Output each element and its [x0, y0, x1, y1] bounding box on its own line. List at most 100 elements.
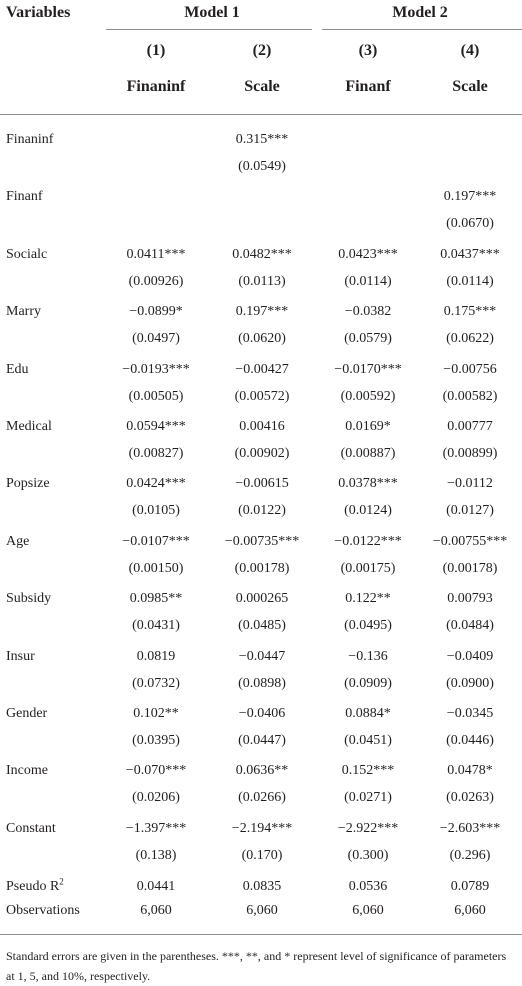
coef-cell: −0.136 — [348, 649, 388, 664]
variable-label: Income — [6, 763, 48, 778]
coef-cell: −0.00615 — [235, 476, 289, 491]
variable-label: Marry — [6, 304, 41, 319]
coef-cell: −0.00755*** — [432, 534, 508, 549]
bottom-rule — [0, 934, 522, 935]
dep-var-4: Scale — [452, 78, 488, 95]
coef-cell: −0.00427 — [235, 362, 289, 377]
se-cell: (0.0206) — [132, 790, 180, 805]
se-cell: (0.00505) — [128, 389, 184, 404]
coef-cell: −0.0112 — [447, 476, 493, 491]
se-cell: (0.0127) — [446, 503, 494, 518]
se-cell: (0.00175) — [340, 561, 396, 576]
se-cell: (0.0579) — [344, 331, 392, 346]
coef-cell: 0.315*** — [235, 132, 289, 147]
coef-cell: 0.000265 — [235, 591, 289, 606]
pseudo-r2-value: 0.0835 — [242, 879, 282, 894]
coef-cell: −0.0447 — [238, 649, 286, 664]
se-cell: (0.0431) — [132, 618, 180, 633]
coef-cell: 0.0985** — [129, 591, 183, 606]
coef-cell: 0.152*** — [341, 763, 395, 778]
col-number-4: (4) — [460, 42, 480, 59]
se-cell: (0.0263) — [446, 790, 494, 805]
se-cell: (0.00926) — [128, 274, 184, 289]
coef-cell: 0.0482*** — [232, 247, 292, 262]
se-cell: (0.0900) — [446, 676, 494, 691]
se-cell: (0.00887) — [340, 446, 396, 461]
variable-label: Constant — [6, 821, 56, 836]
dep-var-1: Finaninf — [126, 78, 186, 95]
se-cell: (0.0549) — [238, 159, 286, 174]
se-cell: (0.0495) — [344, 618, 392, 633]
observations-value: 6,060 — [352, 903, 384, 918]
coef-cell: −2.922*** — [337, 821, 399, 836]
variable-label: Finaninf — [6, 132, 54, 147]
observations-label: Observations — [6, 903, 80, 918]
variables-header: Variables — [6, 4, 71, 21]
variable-label: Medical — [6, 419, 52, 434]
pseudo-r2-label: Pseudo R2 — [6, 876, 64, 894]
coef-cell: 0.0437*** — [440, 247, 500, 262]
coef-cell: 0.122** — [345, 591, 391, 606]
se-cell: (0.00902) — [234, 446, 290, 461]
coef-cell: −0.0382 — [344, 304, 392, 319]
coef-cell: −0.0899* — [129, 304, 183, 319]
se-cell: (0.0497) — [132, 331, 180, 346]
se-cell: (0.00827) — [128, 446, 184, 461]
observations-value: 6,060 — [454, 903, 486, 918]
coef-cell: 0.00777 — [447, 419, 493, 434]
coef-cell: 0.175*** — [443, 304, 497, 319]
coef-cell: 0.197*** — [235, 304, 289, 319]
se-cell: (0.296) — [449, 848, 491, 863]
observations-value: 6,060 — [140, 903, 172, 918]
variable-label: Socialc — [6, 247, 48, 262]
se-cell: (0.0484) — [446, 618, 494, 633]
model1-underline — [106, 29, 312, 30]
variable-label: Popsize — [6, 476, 50, 491]
coef-cell: 0.0884* — [345, 706, 391, 721]
col-number-3: (3) — [358, 42, 378, 59]
se-cell: (0.0485) — [238, 618, 286, 633]
coef-cell: −1.397*** — [125, 821, 187, 836]
coef-cell: −0.0107*** — [122, 534, 190, 549]
coef-cell: −0.00756 — [443, 362, 497, 377]
variable-label: Gender — [6, 706, 48, 721]
variable-label: Subsidy — [6, 591, 52, 606]
coef-cell: −0.0193*** — [122, 362, 190, 377]
coef-cell: 0.0478* — [447, 763, 493, 778]
se-cell: (0.300) — [347, 848, 389, 863]
se-cell: (0.0266) — [238, 790, 286, 805]
coef-cell: 0.197*** — [443, 189, 497, 204]
se-cell: (0.00178) — [234, 561, 290, 576]
variable-label: Edu — [6, 362, 29, 377]
se-cell: (0.0732) — [132, 676, 180, 691]
se-cell: (0.0271) — [344, 790, 392, 805]
pseudo-r2-value: 0.0536 — [348, 879, 388, 894]
se-cell: (0.0113) — [238, 274, 286, 289]
se-cell: (0.0909) — [344, 676, 392, 691]
coef-cell: −0.00735*** — [224, 534, 300, 549]
se-cell: (0.00592) — [340, 389, 396, 404]
pseudo-r2-value: 0.0441 — [136, 879, 176, 894]
coef-cell: 0.00416 — [239, 419, 285, 434]
se-cell: (0.0451) — [344, 733, 392, 748]
coef-cell: 0.0378*** — [338, 476, 398, 491]
coef-cell: 0.0424*** — [126, 476, 186, 491]
coef-cell: −0.070*** — [125, 763, 187, 778]
se-cell: (0.0122) — [238, 503, 286, 518]
variable-label: Finanf — [6, 189, 43, 204]
model2-header: Model 2 — [392, 4, 448, 21]
coef-cell: −0.0409 — [446, 649, 494, 664]
variable-label: Age — [6, 534, 30, 549]
coef-cell: −0.0122*** — [334, 534, 402, 549]
coef-cell: 0.0636** — [235, 763, 289, 778]
se-cell: (0.0670) — [446, 216, 494, 231]
dep-var-2: Scale — [244, 78, 280, 95]
se-cell: (0.00150) — [128, 561, 184, 576]
coef-cell: −2.194*** — [231, 821, 293, 836]
pseudo-r2-value: 0.0789 — [450, 879, 490, 894]
coef-cell: −0.0345 — [446, 706, 494, 721]
header-rule — [0, 114, 522, 115]
col-number-2: (2) — [252, 42, 272, 59]
variable-label: Insur — [6, 649, 35, 664]
se-cell: (0.0124) — [344, 503, 392, 518]
